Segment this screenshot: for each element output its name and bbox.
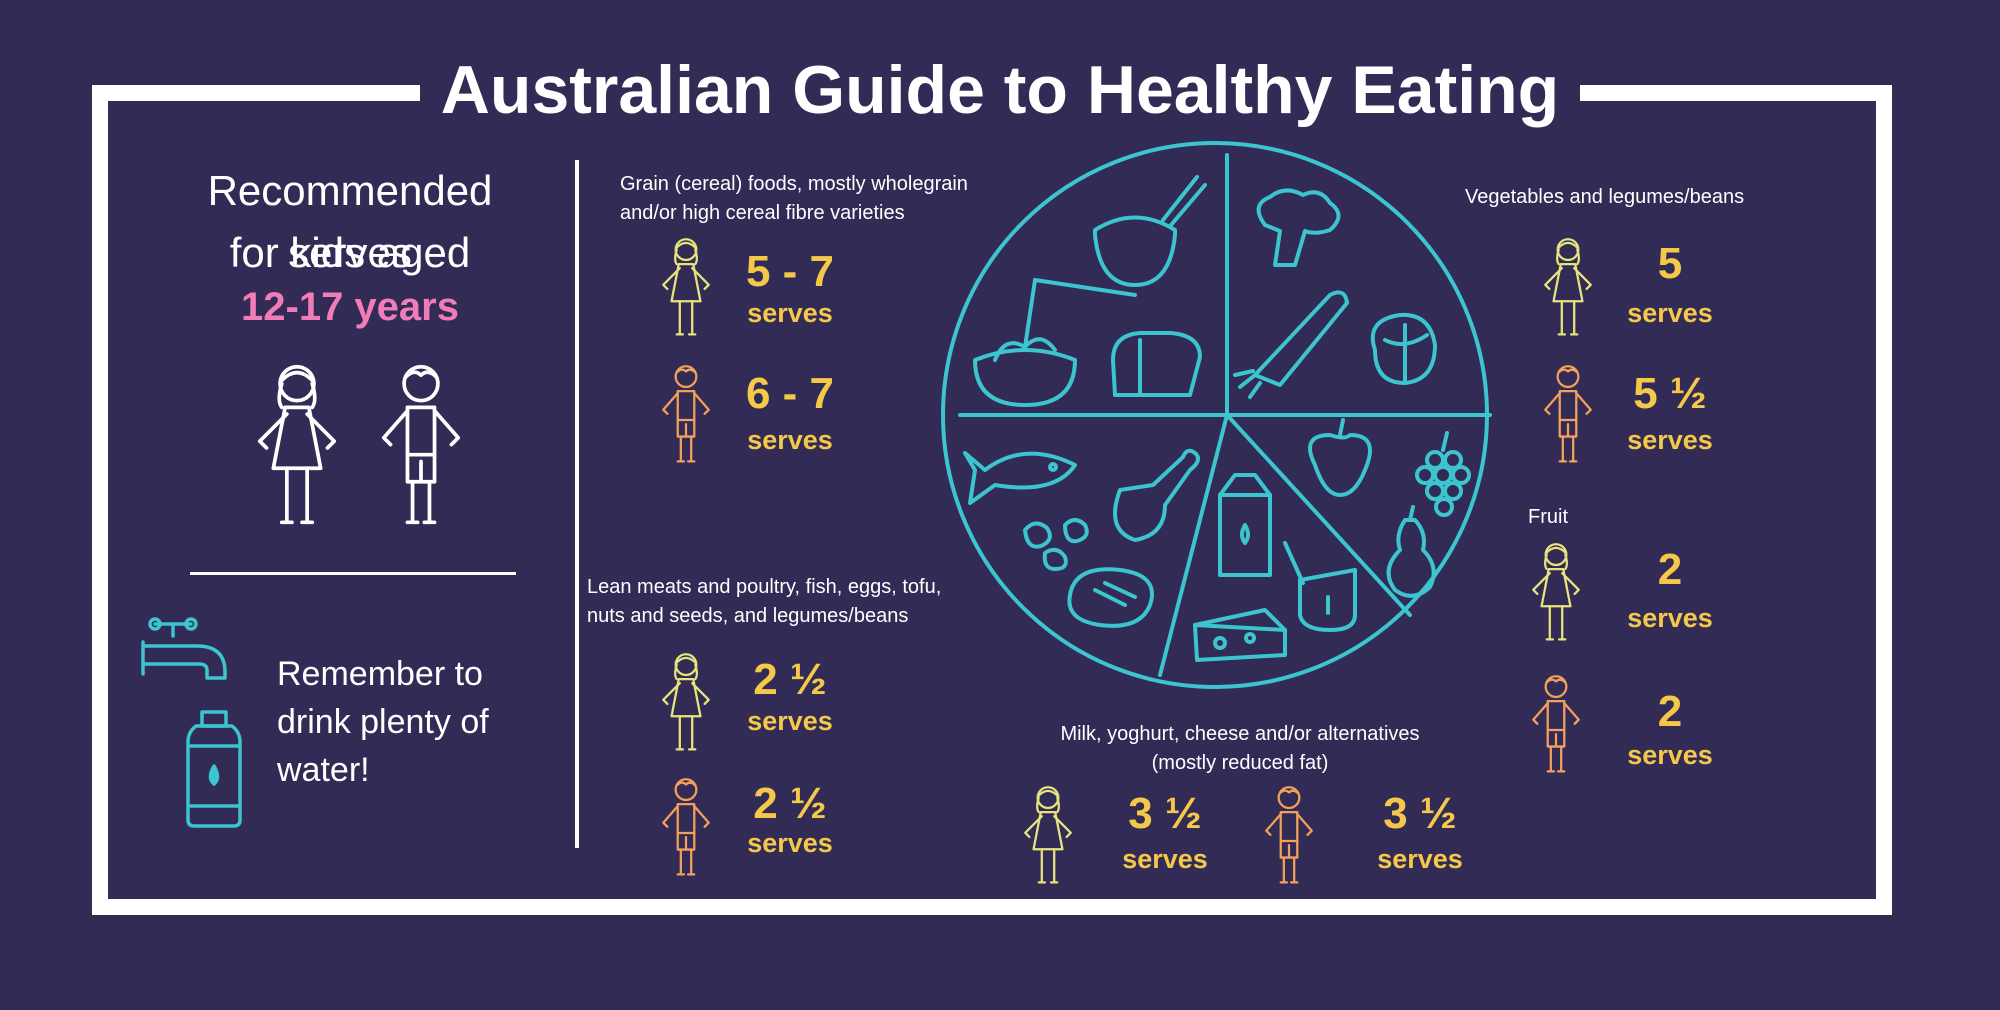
center-divider [575,160,579,848]
veg-girl-serves-word: serves [1627,298,1713,328]
fruit-girl-serves-word: serves [1627,603,1713,633]
water-line-3: water! [277,751,370,789]
meat-boy-serves-word: serves [747,828,833,858]
girl-icon-meat [655,650,717,764]
noodle-bowl-icon [973,278,1137,407]
water-line-2: drink plenty of [277,703,489,741]
yoghurt-icon [1283,541,1357,632]
beans-icon [1023,518,1089,571]
water-line-1: Remember to [277,655,483,693]
veg-label: Vegetables and legumes/beans [1465,186,1745,208]
girl-large-icon [232,360,362,546]
plate-divider-left [1158,413,1229,677]
milk-label-line-2: (mostly reduced fat) [1151,752,1329,774]
cheese-icon [1193,608,1287,662]
girl-icon-veg [1537,235,1599,349]
boy-icon-meat [655,775,717,889]
page-title: Australian Guide to Healthy Eating [440,52,1560,128]
grain-label-line-2: and/or high cereal fibre varieties [620,202,905,224]
food-plate [941,141,1492,689]
girl-icon-grain [655,235,717,349]
water-bottle-icon [186,710,242,828]
meat-label-line-1: Lean meats and poultry, fish, eggs, tofu… [587,576,942,598]
milk-label-line-1: Milk, yoghurt, cheese and/or alternative… [1060,723,1420,745]
chicken-leg-icon [1113,448,1201,542]
meat-label-line-2: nuts and seeds, and legumes/beans [587,605,909,627]
grain-label-line-1: Grain (cereal) foods, mostly wholegrain [620,173,968,195]
apple-icon [1308,418,1372,497]
grain-label: Grain (cereal) foods, mostly wholegrain … [620,170,968,228]
milk-carton-icon [1218,473,1272,577]
steak-icon [1067,567,1154,628]
grain-boy-serves-word: serves [747,425,833,455]
meat-girl-serves-value: 2 ½ [753,655,827,704]
milk-boy-serves-value: 3 ½ [1383,789,1457,838]
age-range: 12-17 years [241,285,459,329]
boy-icon-veg [1537,362,1599,476]
milk-boy-serves-word: serves [1377,844,1463,874]
tap-icon [141,617,227,680]
intro-line-2: for kids aged [229,229,471,276]
meat-boy-serves-value: 2 ½ [753,779,827,828]
meat-girl-serves-word: serves [747,706,833,736]
intro-line-1: Recommended serves [207,167,493,276]
milk-label: Milk, yoghurt, cheese and/or alternative… [1030,720,1450,778]
fruit-boy-serves-word: serves [1627,740,1713,770]
fruit-label: Fruit [1528,506,1568,528]
veg-girl-serves-value: 5 [1657,239,1683,288]
veg-boy-serves-word: serves [1627,425,1713,455]
plate-divider-right [1225,413,1412,617]
water-reminder: Remember to drink plenty of water! [277,650,567,794]
boy-large-icon [356,360,486,546]
girl-icon-fruit [1525,540,1587,654]
veg-boy-serves-value: 5 ½ [1633,369,1707,418]
grapes-icon [1415,431,1471,517]
pear-icon [1386,505,1436,598]
boy-icon-milk [1258,783,1320,897]
milk-girl-serves-value: 3 ½ [1128,789,1202,838]
boy-icon-grain [655,362,717,476]
grain-girl-serves-word: serves [747,298,833,328]
broccoli-icon [1256,188,1341,267]
bread-icon [1111,331,1202,397]
carrot-icon [1233,290,1349,399]
grain-girl-serves-value: 5 - 7 [745,247,835,296]
fruit-boy-serves-value: 2 [1657,687,1683,736]
milk-girl-serves-word: serves [1122,844,1208,874]
grain-boy-serves-value: 6 - 7 [745,369,835,418]
girl-icon-milk [1017,783,1079,897]
title-mask [420,40,1580,140]
fruit-girl-serves-value: 2 [1657,545,1683,594]
boy-icon-fruit [1525,672,1587,786]
fish-icon [963,451,1077,505]
left-divider [190,572,516,575]
rice-bowl-icon [1093,175,1207,287]
cabbage-icon [1370,312,1437,385]
meat-label: Lean meats and poultry, fish, eggs, tofu… [587,573,941,631]
